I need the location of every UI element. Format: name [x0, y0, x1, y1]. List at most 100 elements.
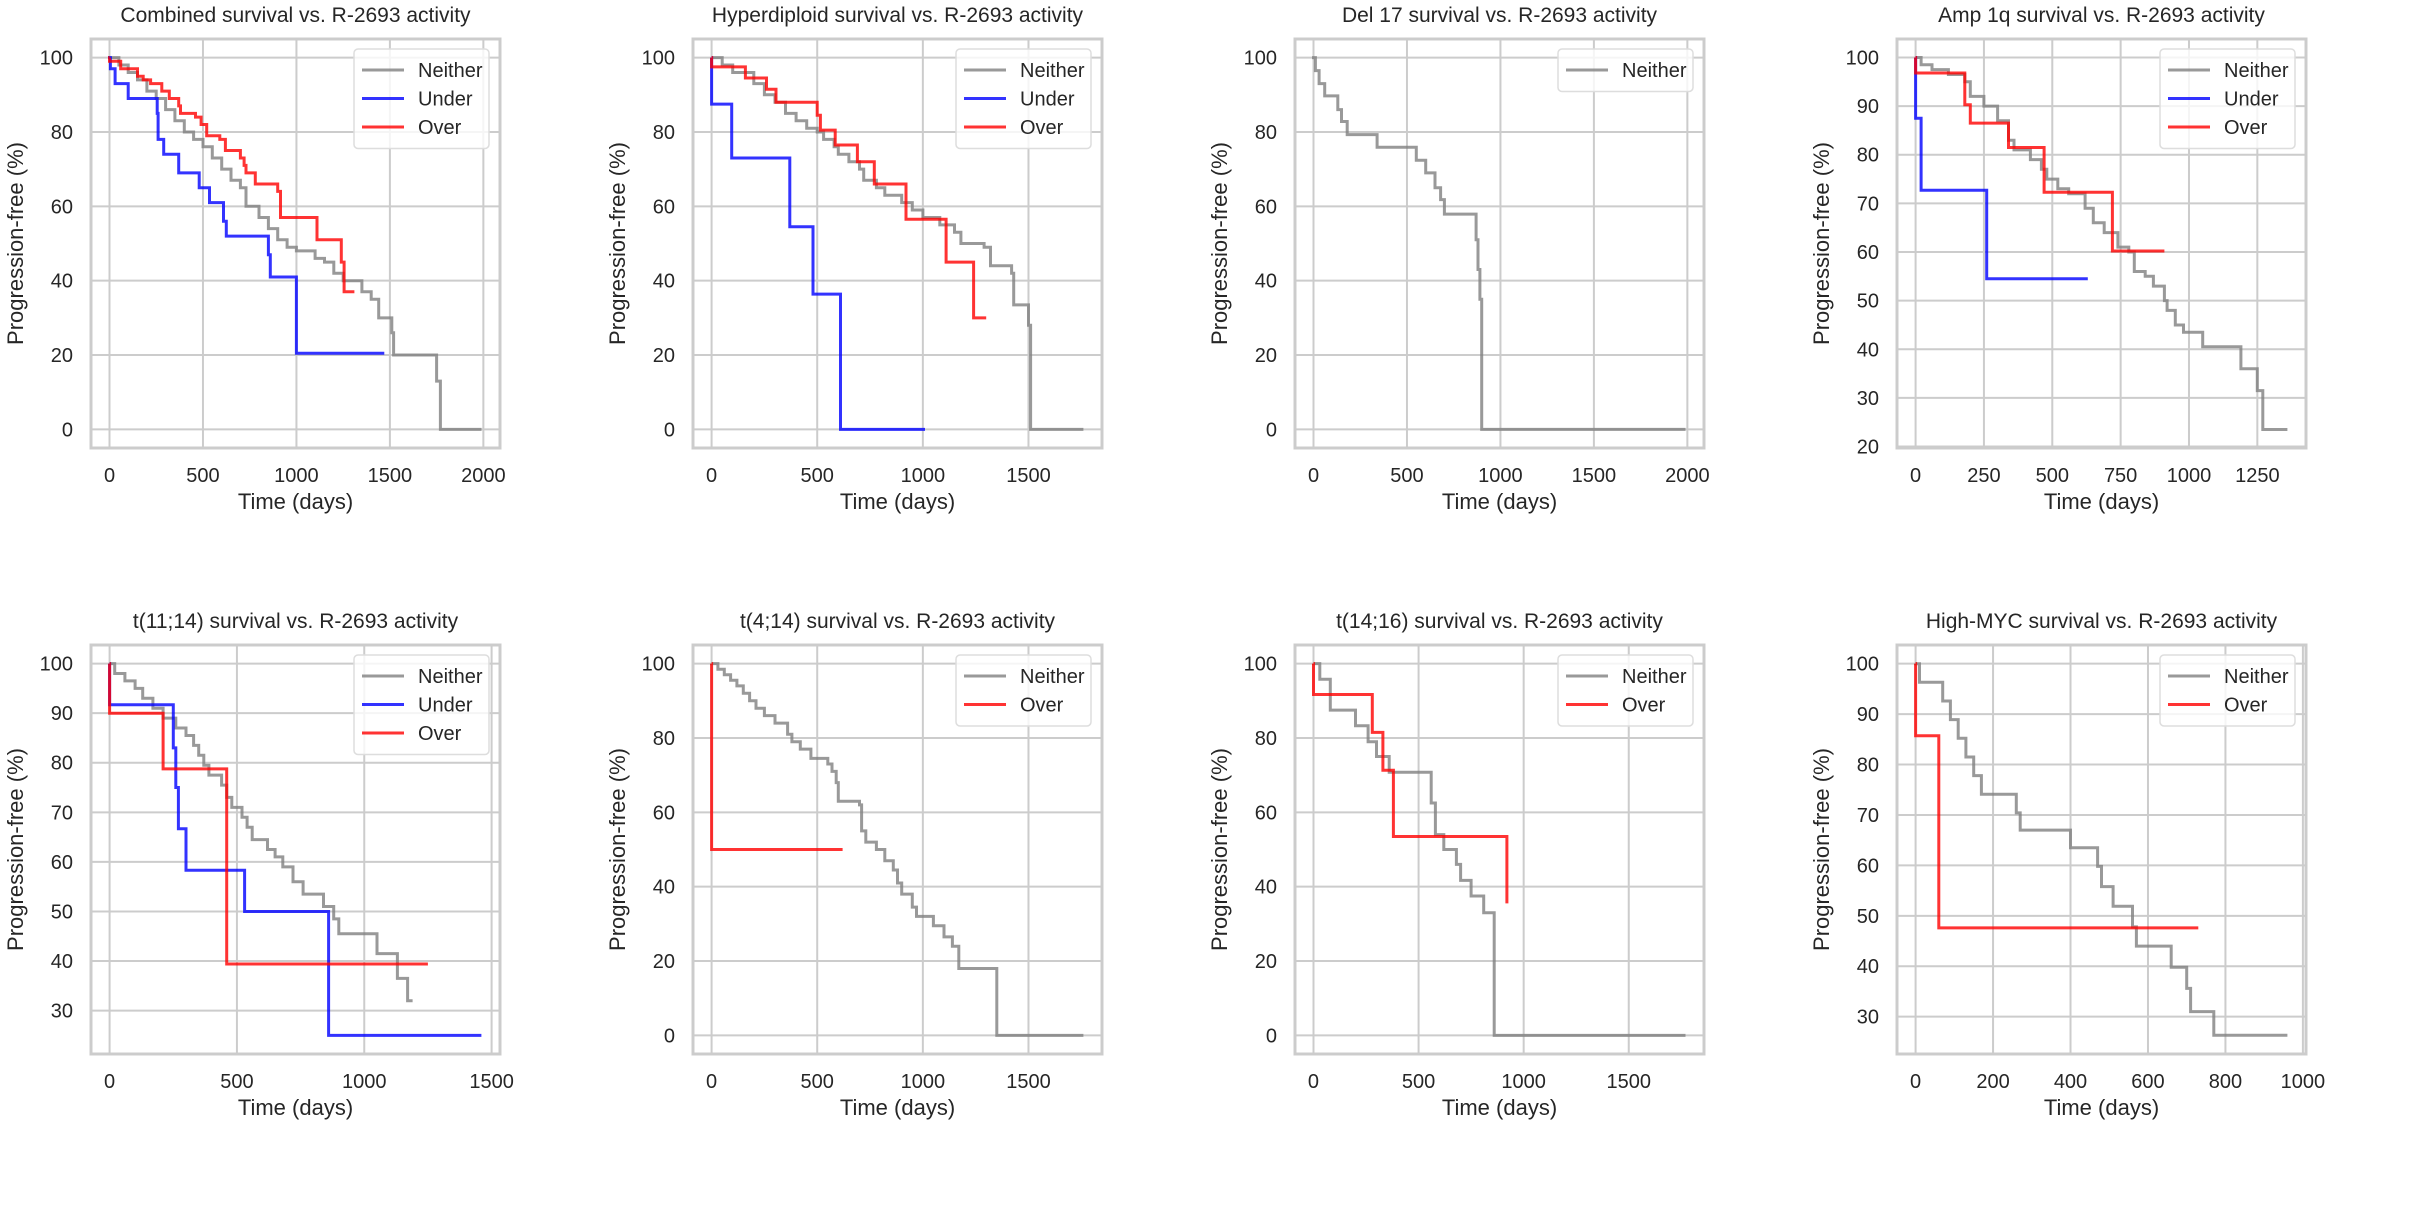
y-tick-label: 60: [51, 852, 73, 874]
y-tick-label: 100: [642, 654, 675, 676]
survival-curve-over: [108, 662, 428, 966]
legend-label: Under: [418, 695, 473, 717]
y-tick-label: 20: [1255, 951, 1277, 973]
y-tick-label: 80: [1255, 728, 1277, 750]
survival-curve-neither: [108, 662, 413, 1003]
y-tick-label: 100: [40, 654, 73, 676]
subplot-7: 0 500 1000 1500 0 20 40 60 80 100 t(14;16) surviva…: [1207, 610, 1706, 1120]
y-tick-label: 40: [51, 951, 73, 973]
x-tick-label: 2000: [461, 465, 506, 487]
x-axis-label: Time (days): [238, 489, 353, 514]
subplot-title: Combined survival vs. R-2693 activity: [120, 4, 471, 27]
survival-curve-neither: [1312, 56, 1686, 431]
x-tick-label: 1000: [1501, 1071, 1546, 1093]
x-tick-label: 500: [801, 465, 834, 487]
y-tick-label: 60: [1255, 196, 1277, 218]
y-axis-label: Progression-free (%): [605, 142, 630, 345]
y-tick-label: 40: [51, 271, 73, 293]
survival-curve-over: [1914, 662, 2199, 930]
legend: Neither Over: [1557, 654, 1694, 727]
x-tick-label: 1500: [1607, 1071, 1652, 1093]
x-tick-label: 1000: [1478, 465, 1523, 487]
legend: Neither Under Over: [2159, 48, 2296, 150]
subplot-title: Del 17 survival vs. R-2693 activity: [1342, 4, 1658, 27]
y-tick-label: 60: [653, 802, 675, 824]
legend-label: Over: [418, 117, 462, 139]
subplot-5: 0 500 1000 1500 30 40 50 60 70 80 90 100 t(11;14) su…: [3, 610, 514, 1120]
x-tick-label: 1500: [1006, 1071, 1051, 1093]
y-tick-label: 60: [51, 196, 73, 218]
legend-label: Under: [1020, 89, 1075, 111]
legend-label: Over: [2224, 117, 2268, 139]
x-tick-label: 500: [1390, 465, 1423, 487]
y-tick-label: 30: [1857, 1007, 1879, 1029]
y-tick-label: 80: [653, 728, 675, 750]
axes-frame: [691, 37, 1104, 450]
x-tick-label: 1000: [342, 1071, 387, 1093]
survival-curve-neither: [1312, 662, 1686, 1037]
legend-label: Neither: [418, 666, 483, 688]
legend-box: [353, 48, 490, 150]
x-tick-label: 0: [1308, 1071, 1319, 1093]
subplot-title: Hyperdiploid survival vs. R-2693 activit…: [712, 4, 1084, 27]
survival-curve-neither: [108, 56, 482, 431]
survival-curve-neither: [1914, 662, 2288, 1037]
legend-label: Neither: [1622, 666, 1687, 688]
x-tick-label: 1000: [901, 465, 946, 487]
legend-label: Over: [1020, 117, 1064, 139]
y-tick-label: 40: [1255, 877, 1277, 899]
subplot-1: 0 500 1000 1500 2000 0 20 40 60 80 100 Combined sur…: [3, 4, 506, 514]
subplot-title: t(4;14) survival vs. R-2693 activity: [740, 610, 1056, 633]
y-tick-label: 70: [51, 802, 73, 824]
x-axis-label: Time (days): [840, 1095, 955, 1120]
x-tick-label: 500: [1402, 1071, 1435, 1093]
y-tick-label: 100: [1846, 47, 1879, 69]
y-tick-label: 40: [1255, 271, 1277, 293]
legend: Neither Under Over: [353, 48, 490, 150]
y-tick-label: 90: [51, 703, 73, 725]
y-tick-label: 60: [1857, 855, 1879, 877]
x-tick-label: 1500: [469, 1071, 514, 1093]
legend: Neither Under Over: [955, 48, 1092, 150]
legend-label: Neither: [1020, 60, 1085, 82]
legend-label: Neither: [2224, 60, 2289, 82]
y-tick-label: 0: [1266, 419, 1277, 441]
subplot-3: 0 500 1000 1500 2000 0 20 40 60 80 100 Del 17 survi…: [1207, 4, 1710, 514]
y-tick-label: 20: [653, 951, 675, 973]
legend-label: Under: [2224, 89, 2279, 111]
y-tick-label: 70: [1857, 193, 1879, 215]
y-tick-label: 100: [642, 48, 675, 70]
y-axis-label: Progression-free (%): [1207, 748, 1232, 951]
x-tick-label: 0: [1910, 465, 1921, 487]
x-tick-label: 0: [706, 465, 717, 487]
legend-box: [955, 48, 1092, 150]
legend-label: Over: [1622, 695, 1666, 717]
axes-frame: [89, 37, 502, 450]
survival-curve-over: [108, 56, 355, 294]
x-tick-label: 1500: [1572, 465, 1617, 487]
y-axis-label: Progression-free (%): [3, 142, 28, 345]
y-axis-label: Progression-free (%): [1207, 142, 1232, 345]
y-tick-label: 60: [653, 196, 675, 218]
y-tick-label: 80: [1255, 122, 1277, 144]
y-tick-label: 90: [1857, 704, 1879, 726]
axes-frame: [1895, 643, 2308, 1056]
x-tick-label: 2000: [1665, 465, 1710, 487]
x-tick-label: 0: [1910, 1071, 1921, 1093]
x-tick-label: 400: [2054, 1071, 2087, 1093]
x-tick-label: 500: [801, 1071, 834, 1093]
y-tick-label: 0: [664, 1025, 675, 1047]
y-axis-label: Progression-free (%): [1809, 142, 1834, 345]
y-tick-label: 30: [51, 1001, 73, 1023]
legend-label: Under: [418, 89, 473, 111]
x-tick-label: 0: [104, 465, 115, 487]
subplot-6: 0 500 1000 1500 0 20 40 60 80 100 t(4;14) survival…: [605, 610, 1104, 1120]
axes-frame: [1895, 37, 2308, 450]
axes-frame: [1293, 37, 1706, 450]
y-tick-label: 50: [1857, 906, 1879, 928]
y-tick-label: 20: [1255, 345, 1277, 367]
y-tick-label: 0: [62, 419, 73, 441]
y-tick-label: 80: [51, 122, 73, 144]
x-axis-label: Time (days): [238, 1095, 353, 1120]
legend-label: Neither: [1622, 60, 1687, 82]
